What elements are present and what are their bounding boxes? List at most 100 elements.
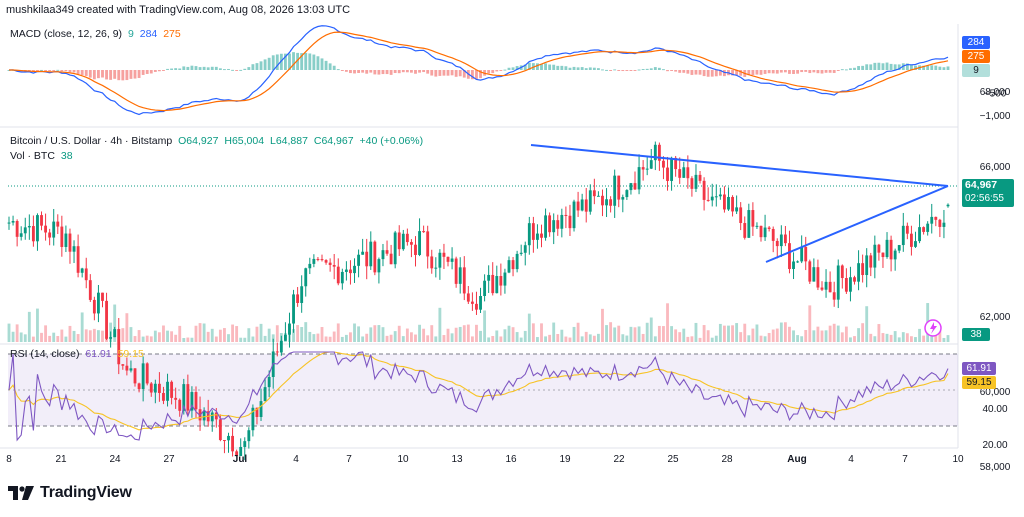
- volume-bar: [430, 325, 434, 342]
- candle-body: [580, 199, 584, 211]
- volume-bar: [332, 331, 336, 342]
- time-axis: 8 21 24 27 Jul 4 7 10 13 16 19 22 25 28 Aug 4 7 10: [6, 454, 964, 465]
- signal-tag: 275: [962, 50, 990, 63]
- price-axis-label: 68,000: [980, 87, 1011, 98]
- volume-bar: [320, 327, 324, 342]
- candle-body: [926, 223, 930, 232]
- rsi-ma-value: 59.15: [117, 348, 144, 360]
- volume-bar: [755, 324, 759, 342]
- volume-bar: [84, 329, 88, 342]
- macd-hist-bar: [881, 63, 885, 70]
- macd-hist-bar: [540, 64, 543, 70]
- macd-hist-bar: [288, 53, 291, 70]
- macd-hist-bar: [64, 70, 68, 72]
- candle-body: [564, 214, 568, 216]
- candle-body: [340, 271, 344, 284]
- candle-body: [849, 277, 852, 292]
- volume-bar: [344, 334, 348, 342]
- macd-hist-bar: [682, 70, 686, 73]
- candle-body: [470, 301, 474, 304]
- volume-label: Vol · BTC: [10, 150, 55, 162]
- macd-hist-bar: [320, 58, 324, 70]
- candle-body: [324, 260, 328, 263]
- candle-body: [507, 260, 511, 273]
- signal-line: [8, 31, 949, 112]
- candle-body: [247, 430, 251, 442]
- volume-bar: [80, 312, 84, 342]
- macd-hist-bar: [113, 70, 117, 79]
- volume-bar: [686, 336, 690, 342]
- macd-hist-bar: [844, 69, 848, 71]
- candle-body: [97, 292, 100, 314]
- time-axis-label: 10: [952, 454, 964, 465]
- macd-hist-bar: [686, 70, 690, 74]
- macd-hist-bar: [568, 67, 572, 70]
- candle-body: [283, 334, 287, 341]
- volume-bar: [564, 336, 568, 342]
- candle-body: [458, 267, 462, 284]
- candle-body: [584, 199, 588, 212]
- candle-body: [149, 383, 153, 393]
- candle-body: [544, 215, 547, 238]
- candle-body: [572, 201, 576, 229]
- volume-bar: [572, 326, 576, 342]
- macd-hist-bar: [763, 70, 767, 74]
- candle-body: [653, 144, 657, 161]
- macd-hist-bar: [450, 70, 454, 76]
- candle-body: [361, 251, 365, 255]
- volume-bar: [889, 334, 893, 342]
- volume-bar: [865, 306, 869, 342]
- macd-hist-bar: [369, 70, 373, 73]
- macd-hist-bar: [938, 66, 942, 70]
- candle-body: [157, 383, 161, 393]
- macd-hist-bar: [779, 70, 783, 73]
- candle-body: [909, 233, 913, 247]
- candle-body: [166, 381, 169, 401]
- volume-bar: [129, 327, 133, 342]
- macd-hist-bar: [52, 70, 56, 71]
- macd-hist-bar: [283, 53, 287, 70]
- candle-body: [918, 227, 921, 242]
- candle-body: [332, 265, 336, 267]
- macd-hist-bar: [804, 70, 808, 72]
- candle-body: [771, 228, 775, 241]
- volume-bar: [515, 332, 519, 342]
- candle-body: [487, 274, 491, 281]
- volume-bar: [694, 322, 698, 342]
- macd-hist-bar: [751, 70, 755, 76]
- macd-hist-bar: [145, 70, 149, 74]
- candle-body: [263, 387, 267, 402]
- volume-bar: [588, 334, 592, 342]
- last-price-value: 64,967: [965, 179, 998, 191]
- candle-body: [588, 190, 592, 212]
- symbol-legend: Bitcoin / U.S. Dollar · 4h · Bitstamp O6…: [10, 135, 426, 147]
- macd-hist-bar: [117, 70, 121, 81]
- macd-hist-bar: [576, 67, 580, 70]
- time-axis-label: 4: [848, 454, 854, 465]
- candle-body: [153, 383, 157, 393]
- candle-body: [881, 252, 885, 258]
- volume-bar: [909, 336, 913, 342]
- volume-bar: [576, 322, 580, 342]
- macd-hist-bar: [255, 63, 259, 70]
- volume-bar: [584, 331, 588, 342]
- volume-bar: [629, 326, 633, 342]
- candle-body: [779, 234, 783, 247]
- volume-bar: [438, 307, 442, 342]
- volume-bar: [735, 323, 739, 342]
- macd-hist-bar: [812, 70, 816, 73]
- candle-body: [105, 300, 108, 339]
- last-price-tag: 64,967 02:56:55: [962, 179, 1014, 207]
- volume-bar: [271, 334, 275, 342]
- macd-hist-bar: [157, 70, 161, 72]
- candle-body: [832, 292, 836, 300]
- rsi-legend: RSI (14, close) 61.91 59.15: [10, 348, 147, 360]
- candle-body: [426, 231, 430, 257]
- tradingview-logo[interactable]: TradingView: [8, 484, 132, 502]
- volume-bar: [836, 325, 840, 342]
- macd-hist-bar: [747, 70, 751, 76]
- volume-bar: [633, 327, 637, 342]
- volume-bar: [556, 334, 560, 342]
- macd-hist-bar: [629, 70, 633, 71]
